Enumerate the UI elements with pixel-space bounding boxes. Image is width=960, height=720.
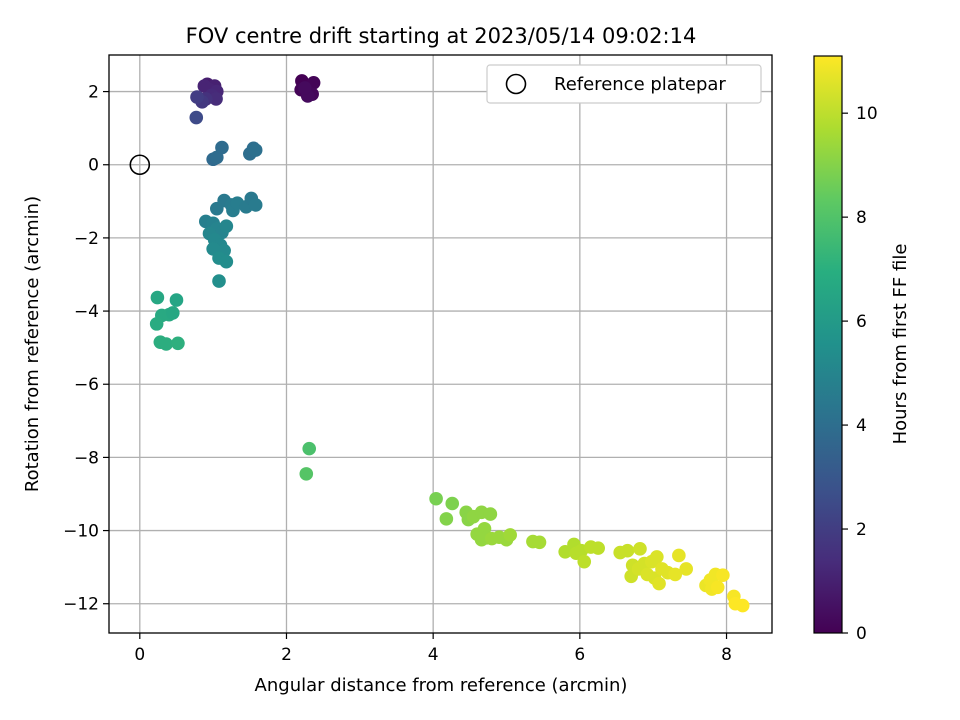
y-tick-label: −12: [63, 595, 99, 615]
data-point: [219, 254, 234, 269]
legend-marker: [505, 73, 527, 95]
colorbar: 0 2 4 6 8 10 Hours from first FF file: [813, 55, 911, 644]
x-tick-label: 0: [134, 645, 145, 665]
data-point: [735, 598, 750, 613]
data-point: [215, 140, 229, 155]
y-tick-label: −2: [74, 229, 99, 249]
data-point: [672, 548, 686, 563]
data-point: [190, 90, 204, 104]
chart-title: FOV centre drift starting at 2023/05/14 …: [186, 24, 697, 48]
y-tick-label: −6: [74, 375, 99, 395]
colorbar-tick-label: 8: [856, 208, 867, 228]
data-point: [166, 306, 180, 320]
x-tick-label: 4: [428, 645, 439, 665]
data-point: [503, 528, 517, 542]
data-point: [668, 567, 682, 582]
data-point: [189, 110, 204, 125]
data-point: [150, 290, 165, 305]
x-axis-label: Angular distance from reference (arcmin): [255, 675, 628, 696]
colorbar-gradient: [813, 55, 843, 634]
legend: Reference platepar: [486, 64, 762, 104]
x-axis-ticks: 0 2 4 6 8: [134, 633, 732, 665]
colorbar-tick-label: 6: [856, 312, 867, 332]
y-tick-label: −10: [63, 522, 99, 542]
data-point: [650, 550, 664, 564]
data-point: [248, 198, 263, 212]
colorbar-ticks: 0 2 4 6 8 10: [842, 104, 878, 644]
x-tick-label: 2: [281, 645, 292, 665]
data-point: [652, 576, 666, 591]
data-point: [620, 543, 635, 558]
y-axis-label: Rotation from reference (arcmin): [22, 196, 43, 492]
data-point: [716, 568, 730, 582]
data-point: [445, 496, 460, 511]
grid-lines: [109, 55, 772, 633]
data-point: [577, 554, 592, 569]
data-point: [298, 81, 312, 95]
colorbar-tick-label: 0: [856, 624, 867, 644]
data-point: [429, 491, 443, 506]
legend-entry-reference-platepar: Reference platepar: [554, 74, 726, 95]
y-axis-ticks: 2 0 −2 −4 −6 −8 −10 −12: [63, 83, 109, 615]
y-tick-label: 2: [88, 83, 99, 103]
y-tick-label: −8: [74, 448, 99, 468]
data-point: [159, 337, 174, 351]
plot-area: 0 2 4 6 8 2 0 −2 −4 −6 −8 −10 −12: [63, 54, 773, 665]
data-point: [209, 92, 223, 106]
x-tick-label: 6: [574, 645, 585, 665]
reference-platepar-marker: [129, 154, 151, 176]
data-point: [439, 512, 454, 526]
data-point: [219, 219, 234, 234]
colorbar-tick-label: 2: [856, 520, 867, 540]
data-point: [532, 535, 547, 550]
data-point: [633, 542, 647, 556]
data-point: [171, 336, 185, 351]
data-point: [212, 274, 226, 288]
y-tick-label: −4: [74, 302, 99, 322]
data-point: [299, 467, 314, 481]
x-tick-label: 8: [721, 645, 732, 665]
legend-box: [486, 64, 762, 104]
data-point: [149, 317, 164, 331]
data-points: [149, 74, 750, 613]
colorbar-tick-label: 4: [856, 416, 867, 436]
y-tick-label: 0: [88, 156, 99, 176]
data-point: [169, 293, 184, 307]
data-point: [483, 507, 498, 521]
data-point: [302, 441, 317, 456]
data-point: [248, 143, 263, 157]
data-point: [679, 562, 693, 576]
colorbar-tick-label: 10: [856, 104, 878, 124]
data-point: [591, 541, 605, 555]
data-point: [710, 580, 725, 595]
plot-frame: [108, 54, 773, 634]
data-point: [474, 532, 489, 547]
colorbar-label: Hours from first FF file: [890, 244, 911, 445]
